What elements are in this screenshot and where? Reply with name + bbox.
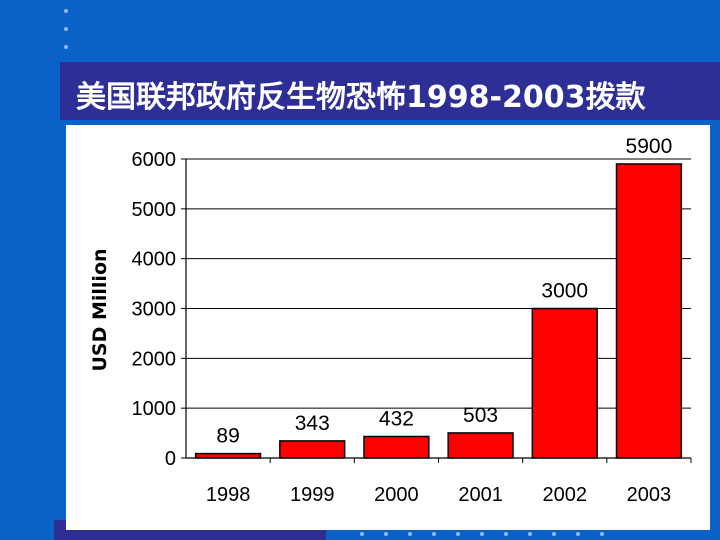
axes [181, 158, 692, 463]
grid-lines [186, 158, 691, 409]
decor-dot [600, 532, 604, 536]
bar-2003 [615, 163, 683, 459]
decor-dot [552, 532, 556, 536]
x-tick-label-2002: 2002 [543, 484, 588, 506]
decor-dot [504, 532, 508, 536]
data-label-1999: 343 [295, 412, 330, 435]
decor-dot [456, 532, 460, 536]
data-label-1998: 89 [216, 425, 239, 448]
slide-title: 美国联邦政府反生物恐怖1998-2003拨款 [76, 80, 646, 115]
bar-2001 [447, 432, 514, 459]
decor-dot [408, 532, 412, 536]
data-label-2002: 3000 [541, 280, 588, 303]
x-tick-label-1998: 1998 [206, 484, 251, 506]
decor-dot [432, 532, 436, 536]
data-label-2000: 432 [379, 407, 414, 430]
labels: 0 1000 2000 3000 4000 5000 6000 1998 89 1999 343 20… [132, 135, 673, 506]
decor-dot [360, 532, 364, 536]
data-label-2003: 5900 [626, 135, 673, 158]
x-tick-label-2001: 2001 [458, 484, 503, 506]
decor-dot [64, 27, 68, 31]
chart-panel: 0 1000 2000 3000 4000 5000 6000 1998 89 1999 343 20… [66, 125, 710, 530]
y-tick-label: 2000 [132, 348, 177, 370]
bar-1998 [194, 452, 262, 459]
bar-chart: 0 1000 2000 3000 4000 5000 6000 1998 89 1999 343 20… [89, 135, 692, 506]
y-axis-title: USD Million [89, 248, 111, 371]
decor-dot [528, 532, 532, 536]
bar-2002 [531, 307, 598, 459]
y-tick-label: 3000 [132, 299, 177, 321]
decor-dot [576, 532, 580, 536]
bars [194, 163, 683, 459]
decor-dot [64, 45, 68, 49]
x-tick-label-2003: 2003 [627, 484, 672, 506]
y-tick-label: 0 [165, 448, 176, 470]
y-tick-label: 6000 [132, 149, 177, 171]
x-tick-label-1999: 1999 [290, 484, 335, 506]
y-tick-label: 5000 [132, 199, 177, 221]
y-tick-label: 1000 [132, 398, 177, 420]
data-label-2001: 503 [463, 404, 498, 427]
decor-dot [384, 532, 388, 536]
decor-dot [64, 9, 68, 13]
x-tick-label-2000: 2000 [374, 484, 419, 506]
title-band: 美国联邦政府反生物恐怖1998-2003拨款 [60, 62, 720, 120]
y-tick-label: 4000 [132, 249, 177, 271]
decor-dot [480, 532, 484, 536]
bar-2000 [363, 435, 430, 459]
bar-1999 [279, 440, 346, 459]
